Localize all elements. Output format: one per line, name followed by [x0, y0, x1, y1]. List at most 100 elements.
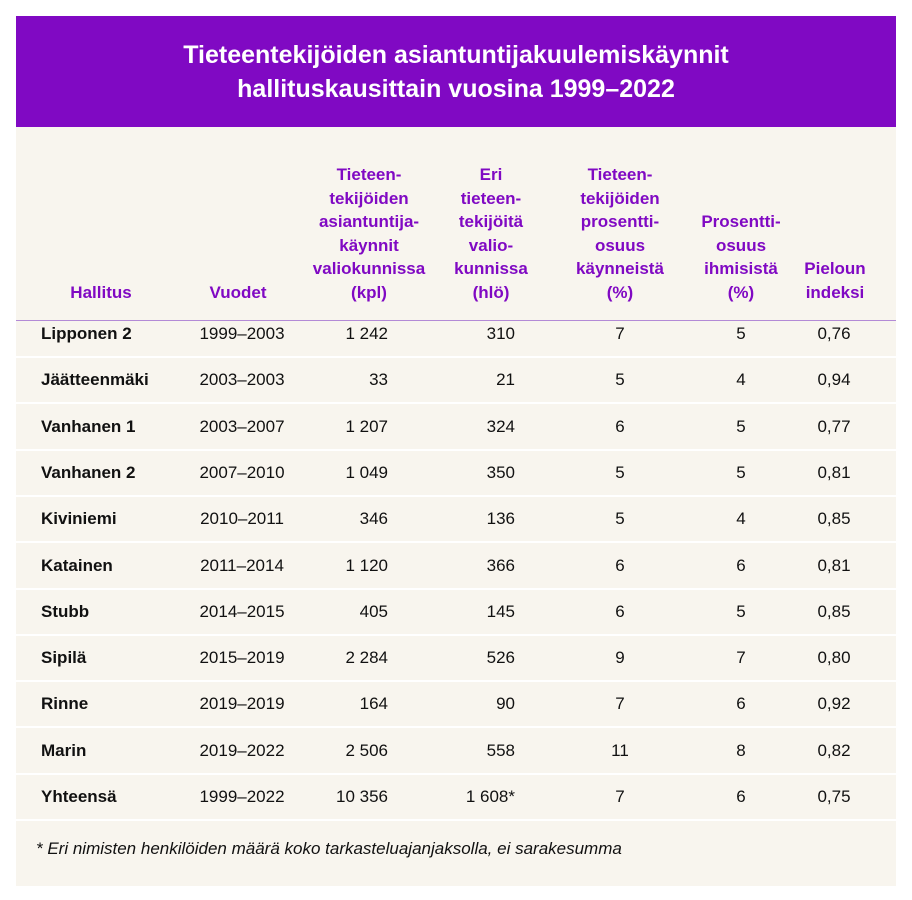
cell-tieteentekijat: 136: [486, 509, 515, 529]
cell-kaynnit: 10 356: [336, 787, 388, 806]
table-card: Tieteentekijöiden asiantuntijakuulemiskä…: [16, 16, 896, 886]
header-line: valio-: [468, 235, 514, 255]
table-row: Marin 2019–2022 2 506 558 11 8 0,82: [16, 729, 896, 775]
cell-kaynnit: 1 049: [345, 462, 388, 482]
cell-hallitus: Rinne: [41, 694, 89, 714]
cell-osuus-kaynneista: 6: [615, 416, 625, 436]
table-row: Sipilä 2015–2019 2 284 526 9 7 0,80: [16, 636, 896, 683]
cell-pieloun-indeksi: 0,82: [817, 740, 851, 760]
table-row: Kiviniemi 2010–2011 346 136 5 4 0,85: [16, 497, 896, 544]
cell-pieloun-indeksi: 0,76: [817, 324, 851, 343]
cell-osuus-ihmisista: 5: [736, 324, 746, 343]
cell-osuus-ihmisista: 7: [736, 648, 746, 668]
cell-hallitus: Stubb: [41, 601, 90, 621]
cell-osuus-ihmisista: 5: [736, 601, 746, 621]
header-pieloun-indeksi: Pieloun indeksi: [765, 257, 905, 304]
cell-kaynnit: 1 120: [345, 555, 388, 575]
cell-vuodet: 2011–2014: [200, 555, 284, 575]
cell-kaynnit: 164: [359, 694, 388, 714]
cell-tieteentekijat: 1 608*: [465, 787, 515, 806]
table-title-line-1: Tieteentekijöiden asiantuntijakuulemiskä…: [183, 40, 729, 69]
cell-vuodet: 1999–2003: [199, 324, 285, 343]
cell-osuus-kaynneista: 9: [615, 648, 625, 668]
cell-tieteentekijat: 366: [486, 555, 515, 575]
cell-kaynnit: 2 284: [345, 648, 388, 668]
cell-tieteentekijat: 558: [486, 740, 515, 760]
cell-tieteentekijat: 145: [486, 601, 515, 621]
cell-pieloun-indeksi: 0,94: [817, 370, 851, 390]
header-line: Prosentti-: [701, 212, 781, 231]
table-row: Stubb 2014–2015 405 145 6 5 0,85: [16, 590, 896, 636]
cell-osuus-ihmisista: 4: [736, 509, 746, 529]
cell-osuus-kaynneista: 5: [615, 370, 625, 390]
cell-hallitus: Marin: [41, 740, 87, 760]
header-line: (%): [727, 282, 755, 302]
header-line: prosentti-: [580, 212, 660, 231]
cell-tieteentekijat: 324: [486, 416, 515, 436]
cell-osuus-kaynneista: 7: [615, 324, 625, 343]
header-osuus-ihmisista: Prosentti-osuus ihmisistä (%): [671, 210, 811, 304]
table-row: Lipponen 2 1999–2003 1 242 310 7 5 0,76: [16, 312, 896, 358]
cell-vuodet: 2003–2007: [199, 416, 285, 436]
cell-vuodet: 2019–2022: [199, 740, 285, 760]
cell-osuus-ihmisista: 4: [736, 370, 746, 390]
header-line: tekijöiden: [580, 188, 660, 208]
cell-tieteentekijat: 90: [496, 694, 515, 714]
cell-vuodet: 2019–2019: [199, 694, 285, 714]
header-line: Tieteen-: [336, 165, 402, 184]
header-line: tekijöitä: [458, 212, 524, 231]
cell-pieloun-indeksi: 0,81: [817, 555, 851, 575]
header-kaynnit: Tieteen-tekijöiden asiantuntija-käynnit va…: [299, 163, 439, 304]
table-header-row: Hallitus Vuodet Tieteen-tekijöiden asiantun…: [16, 127, 896, 320]
cell-hallitus: Jäätteenmäki: [41, 370, 149, 390]
cell-osuus-kaynneista: 5: [615, 462, 625, 482]
cell-tieteentekijat: 310: [486, 324, 515, 343]
cell-tieteentekijat: 21: [496, 370, 515, 390]
cell-osuus-ihmisista: 6: [736, 787, 746, 806]
header-line: käynnit: [339, 235, 399, 255]
cell-kaynnit: 1 242: [345, 324, 388, 343]
cell-hallitus: Sipilä: [41, 648, 87, 668]
table-title-line-2: hallituskausittain vuosina 1999–2022: [237, 74, 675, 103]
table-row: Rinne 2019–2019 164 90 7 6 0,92: [16, 682, 896, 729]
header-line: Tieteen-: [587, 165, 653, 184]
cell-osuus-ihmisista: 5: [736, 416, 746, 436]
cell-pieloun-indeksi: 0,85: [817, 601, 851, 621]
cell-osuus-ihmisista: 6: [736, 694, 746, 714]
header-vuodet: Vuodet: [168, 281, 308, 305]
cell-pieloun-indeksi: 0,77: [817, 416, 851, 436]
header-line: tekijöiden: [329, 188, 409, 208]
header-line: (kpl): [351, 282, 387, 302]
cell-kaynnit: 405: [359, 601, 388, 621]
header-hallitus: Hallitus: [31, 281, 171, 305]
cell-osuus-kaynneista: 7: [615, 694, 625, 714]
cell-kaynnit: 346: [359, 509, 388, 529]
footnote: * Eri nimisten henkilöiden määrä koko ta…: [36, 839, 622, 858]
cell-kaynnit: 2 506: [345, 740, 388, 760]
cell-hallitus: Vanhanen 1: [41, 416, 136, 436]
cell-hallitus: Vanhanen 2: [41, 462, 136, 482]
header-line: käynneistä: [576, 259, 664, 278]
header-tieteentekijat: Eri tieteen-tekijöitä valio-kunnissa (hlö): [421, 163, 561, 304]
table-row: Katainen 2011–2014 1 120 366 6 6 0,81: [16, 544, 896, 590]
table-row: Jäätteenmäki 2003–2003 33 21 5 4 0,94: [16, 358, 896, 405]
cell-kaynnit: 1 207: [345, 416, 388, 436]
header-line: valiokunnissa: [312, 259, 426, 278]
header-line: osuus: [715, 235, 767, 255]
header-line: Hallitus: [70, 282, 132, 302]
cell-osuus-kaynneista: 7: [615, 787, 625, 806]
table-row: Vanhanen 2 2007–2010 1 049 350 5 5 0,81: [16, 451, 896, 497]
cell-osuus-kaynneista: 6: [615, 601, 625, 621]
cell-pieloun-indeksi: 0,81: [817, 462, 851, 482]
title-banner: Tieteentekijöiden asiantuntijakuulemiskä…: [16, 16, 896, 127]
header-line: (hlö): [472, 282, 510, 302]
cell-vuodet: 2014–2015: [199, 601, 285, 621]
header-line: Pieloun: [804, 259, 866, 278]
cell-vuodet: 2010–2011: [200, 509, 284, 529]
header-line: osuus: [594, 235, 646, 255]
cell-vuodet: 1999–2022: [199, 787, 285, 806]
cell-osuus-kaynneista: 6: [615, 555, 625, 575]
header-line: Eri: [479, 165, 503, 184]
header-line: (%): [606, 282, 634, 302]
cell-tieteentekijat: 350: [486, 462, 515, 482]
